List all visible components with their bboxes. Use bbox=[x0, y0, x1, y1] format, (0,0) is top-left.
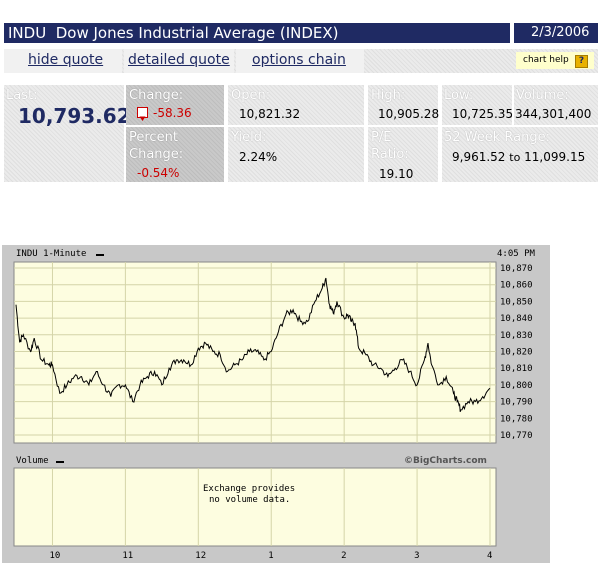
detailed-quote-link[interactable]: detailed quote bbox=[128, 52, 230, 68]
no-volume-line2: no volume data. bbox=[209, 495, 291, 505]
chart-help-label: chart help bbox=[523, 55, 569, 65]
y-tick-label: 10,790 bbox=[500, 398, 533, 408]
pe-value: 19.10 bbox=[379, 167, 414, 181]
high-cell bbox=[368, 85, 438, 125]
high-value: 10,905.28 bbox=[378, 107, 440, 121]
x-tick-label: 1 bbox=[268, 551, 273, 561]
dash-icon bbox=[56, 461, 64, 463]
y-tick-label: 10,870 bbox=[500, 264, 533, 274]
volume-label: Volume: bbox=[516, 88, 569, 103]
high-label: High: bbox=[371, 88, 406, 103]
help-icon: ? bbox=[575, 55, 588, 68]
x-tick-label: 10 bbox=[49, 551, 60, 561]
y-tick-label: 10,810 bbox=[500, 364, 533, 374]
x-tick-label: 3 bbox=[414, 551, 419, 561]
volume-panel-label: Volume bbox=[16, 456, 49, 466]
open-label: Open: bbox=[231, 88, 271, 103]
y-tick-label: 10,780 bbox=[500, 414, 533, 424]
y-tick-label: 10,800 bbox=[500, 381, 533, 391]
no-volume-line1: Exchange provides bbox=[203, 484, 296, 494]
link-cell bbox=[124, 49, 234, 73]
volume-panel bbox=[13, 467, 497, 547]
quote-date: 2/3/2006 bbox=[531, 25, 590, 40]
low-cell bbox=[442, 85, 512, 125]
chart-time: 4:05 PM bbox=[497, 249, 535, 259]
copyright: ©BigCharts.com bbox=[404, 456, 487, 466]
y-tick-label: 10,820 bbox=[500, 348, 533, 358]
low-label: Low: bbox=[444, 88, 474, 103]
last-value: 10,793.62 bbox=[18, 104, 131, 128]
change-value: -58.36 bbox=[153, 106, 192, 120]
y-tick-label: 10,860 bbox=[500, 281, 533, 291]
chart-help-button[interactable]: chart help ? bbox=[516, 52, 594, 69]
chart-symbol-label: INDU 1-Minute bbox=[16, 249, 87, 259]
range-to: to bbox=[509, 151, 521, 164]
range-low: 9,961.52 bbox=[452, 150, 506, 164]
open-cell bbox=[228, 85, 364, 125]
yield-cell bbox=[228, 127, 364, 182]
open-value: 10,821.32 bbox=[239, 107, 301, 121]
volume-cell bbox=[514, 85, 598, 125]
range-label: 52 Week Range: bbox=[444, 130, 551, 145]
last-cell bbox=[4, 85, 124, 182]
yield-label: Yield: bbox=[231, 130, 267, 145]
quote-title: INDU Dow Jones Industrial Average (INDEX… bbox=[8, 24, 339, 42]
down-arrow-icon bbox=[137, 107, 148, 121]
x-tick-label: 12 bbox=[195, 551, 206, 561]
change-cell bbox=[126, 85, 224, 125]
options-chain-link[interactable]: options chain bbox=[252, 52, 346, 68]
range-value: 9,961.52 to 11,099.15 bbox=[452, 150, 585, 164]
hide-quote-link[interactable]: hide quote bbox=[28, 52, 104, 68]
percent-change-cell bbox=[126, 127, 224, 182]
pe-label: P/E Ratio: bbox=[371, 130, 409, 162]
x-tick-label: 2 bbox=[341, 551, 346, 561]
percent-change-value: -0.54% bbox=[137, 166, 180, 180]
last-label: Last: bbox=[6, 88, 38, 103]
quote-date-box: 2/3/2006 bbox=[514, 23, 598, 43]
range-high: 11,099.15 bbox=[524, 150, 586, 164]
percent-change-label: Percent Change: bbox=[129, 130, 184, 162]
pe-cell bbox=[368, 127, 438, 182]
yield-value: 2.24% bbox=[239, 150, 278, 164]
volume-value: 344,301,400 bbox=[515, 107, 592, 121]
price-panel bbox=[13, 261, 497, 444]
low-value: 10,725.35 bbox=[452, 107, 514, 121]
x-tick-label: 11 bbox=[122, 551, 133, 561]
link-cell bbox=[236, 49, 364, 73]
price-line bbox=[15, 277, 491, 412]
y-tick-label: 10,840 bbox=[500, 314, 533, 324]
y-tick-label: 10,850 bbox=[500, 297, 533, 307]
y-tick-label: 10,770 bbox=[500, 431, 533, 441]
quote-title-bar: INDU Dow Jones Industrial Average (INDEX… bbox=[4, 23, 510, 43]
dash-icon bbox=[96, 254, 104, 256]
range-cell bbox=[442, 127, 598, 182]
y-tick-label: 10,830 bbox=[500, 331, 533, 341]
link-cell bbox=[4, 49, 122, 73]
change-label: Change: bbox=[129, 88, 184, 103]
x-tick-label: 4 bbox=[487, 551, 492, 561]
